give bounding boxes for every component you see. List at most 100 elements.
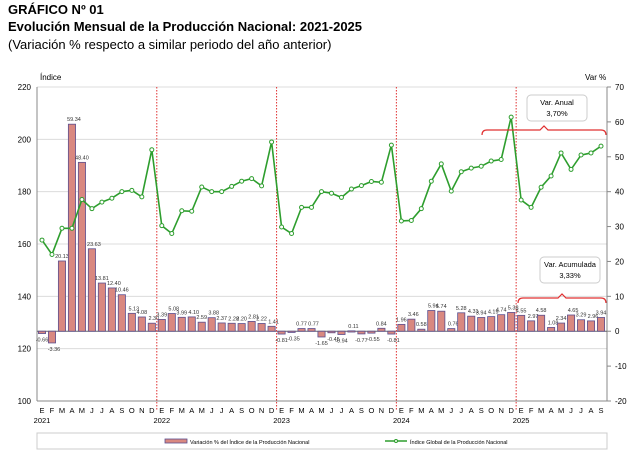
- index-point: [498, 156, 504, 162]
- bar: [117, 294, 126, 332]
- y-tick-right: -20: [615, 397, 627, 406]
- bar: [497, 314, 506, 332]
- bar-label: 3.94: [596, 310, 607, 316]
- bar: [207, 317, 216, 332]
- y-tick-right: 10: [615, 292, 624, 301]
- index-point: [199, 184, 205, 190]
- bar: [267, 325, 276, 332]
- bar: [227, 322, 236, 332]
- bar-label: -0.45: [327, 337, 340, 343]
- x-tick-month: F: [169, 406, 174, 415]
- x-tick-month: O: [249, 406, 255, 415]
- index-point: [478, 163, 484, 169]
- x-tick-month: N: [498, 406, 503, 415]
- bar: [287, 330, 296, 333]
- x-tick-month: S: [119, 406, 124, 415]
- index-point: [169, 231, 175, 237]
- index-point: [79, 197, 85, 203]
- x-tick-month: S: [598, 406, 603, 415]
- y-axis-label-right: Var %: [585, 73, 606, 82]
- bar-label: 1.41: [268, 319, 279, 325]
- x-tick-month: E: [519, 406, 524, 415]
- bar-label: 2.30: [148, 316, 159, 322]
- bar-label: 2.81: [248, 314, 259, 320]
- y-tick-left: 220: [18, 83, 32, 92]
- bar: [517, 314, 526, 332]
- x-tick-month: M: [318, 406, 324, 415]
- x-tick-year: 2023: [273, 416, 290, 425]
- bar-label: 0.77: [296, 322, 307, 328]
- bar-label: 1.08: [548, 320, 559, 326]
- bar: [567, 314, 576, 332]
- index-point: [129, 187, 135, 193]
- bar: [38, 330, 46, 334]
- bar-label: -0.66: [36, 338, 49, 344]
- bar: [487, 316, 496, 332]
- index-point: [309, 204, 315, 210]
- x-tick-month: E: [159, 406, 164, 415]
- bar: [337, 330, 346, 335]
- index-point: [279, 224, 285, 230]
- x-tick-month: F: [289, 406, 294, 415]
- y-tick-right: 0: [615, 327, 620, 336]
- bar: [557, 322, 566, 332]
- bar: [297, 328, 306, 332]
- index-point: [328, 190, 334, 196]
- bar: [387, 330, 396, 335]
- x-tick-month: A: [469, 406, 474, 415]
- bar: [397, 323, 406, 332]
- bar-label: 2.22: [256, 316, 267, 322]
- index-point: [448, 188, 454, 194]
- legend-bar-swatch: [164, 438, 188, 444]
- y-tick-left: 140: [18, 292, 32, 301]
- bar: [527, 320, 536, 332]
- bar-label: 5.28: [456, 306, 467, 312]
- x-tick-month: D: [269, 406, 275, 415]
- x-tick-month: M: [298, 406, 304, 415]
- x-tick-month: O: [488, 406, 494, 415]
- index-point: [408, 217, 414, 223]
- x-tick-month: N: [379, 406, 384, 415]
- index-point: [189, 208, 195, 214]
- index-point: [119, 189, 125, 195]
- x-tick-month: J: [90, 406, 94, 415]
- legend-line-marker: [394, 439, 398, 443]
- bar: [237, 323, 246, 332]
- bar: [447, 328, 456, 332]
- bar-label: 3.46: [408, 312, 419, 318]
- x-tick-month: A: [69, 406, 74, 415]
- bar-label: 2.96: [588, 314, 599, 320]
- bar: [57, 260, 66, 332]
- x-tick-month: M: [179, 406, 185, 415]
- bar-label: 48.40: [75, 155, 89, 161]
- bar: [277, 330, 286, 335]
- x-tick-month: M: [538, 406, 544, 415]
- bar-label: -0.81: [387, 338, 400, 344]
- x-tick-month: A: [189, 406, 194, 415]
- index-point: [388, 142, 394, 148]
- chart-subtitle: (Variación % respecto a similar periodo …: [8, 37, 332, 52]
- bar-label: 3.39: [156, 312, 167, 318]
- bar: [157, 318, 166, 332]
- x-tick-month: J: [569, 406, 573, 415]
- x-tick-month: A: [589, 406, 594, 415]
- index-point: [538, 184, 544, 190]
- bar: [147, 322, 156, 332]
- y-tick-right: 40: [615, 188, 624, 197]
- bar-label: 59.34: [67, 117, 81, 123]
- x-tick-month: O: [368, 406, 374, 415]
- bar-label: 4.31: [468, 309, 479, 315]
- index-point: [338, 194, 344, 200]
- x-tick-month: J: [449, 406, 453, 415]
- annotation-bracket: [517, 293, 607, 304]
- bar: [437, 310, 446, 332]
- legend-bar-label: Variación % del Índice de la Producción …: [190, 439, 309, 446]
- bar-label: 1.96: [396, 317, 407, 323]
- x-tick-month: J: [210, 406, 214, 415]
- index-line: [41, 116, 602, 257]
- x-tick-month: M: [199, 406, 205, 415]
- bar-label: 0.11: [348, 324, 358, 330]
- bar-label: 5.13: [128, 306, 139, 312]
- x-tick-month: S: [239, 406, 244, 415]
- bar-label: 0.76: [448, 322, 459, 328]
